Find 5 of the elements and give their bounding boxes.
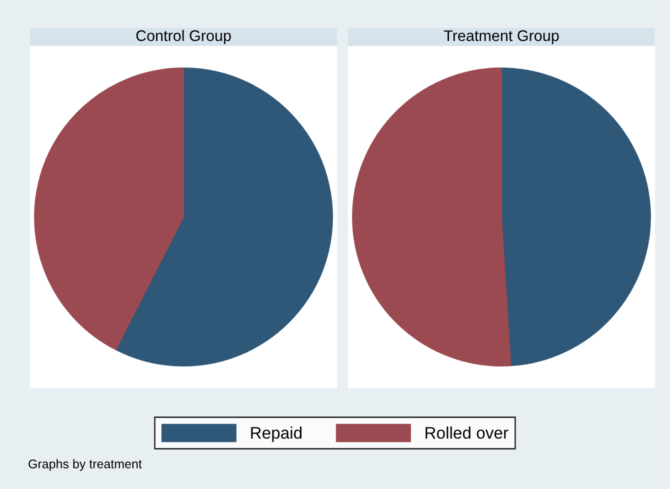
legend-label: Rolled over bbox=[426, 426, 508, 439]
text: Graphs by treatment bbox=[28, 459, 142, 471]
legend-label: Repaid bbox=[251, 426, 302, 442]
chart-title: Treatment Group bbox=[444, 30, 559, 44]
chart-title: Control Group bbox=[136, 30, 231, 44]
